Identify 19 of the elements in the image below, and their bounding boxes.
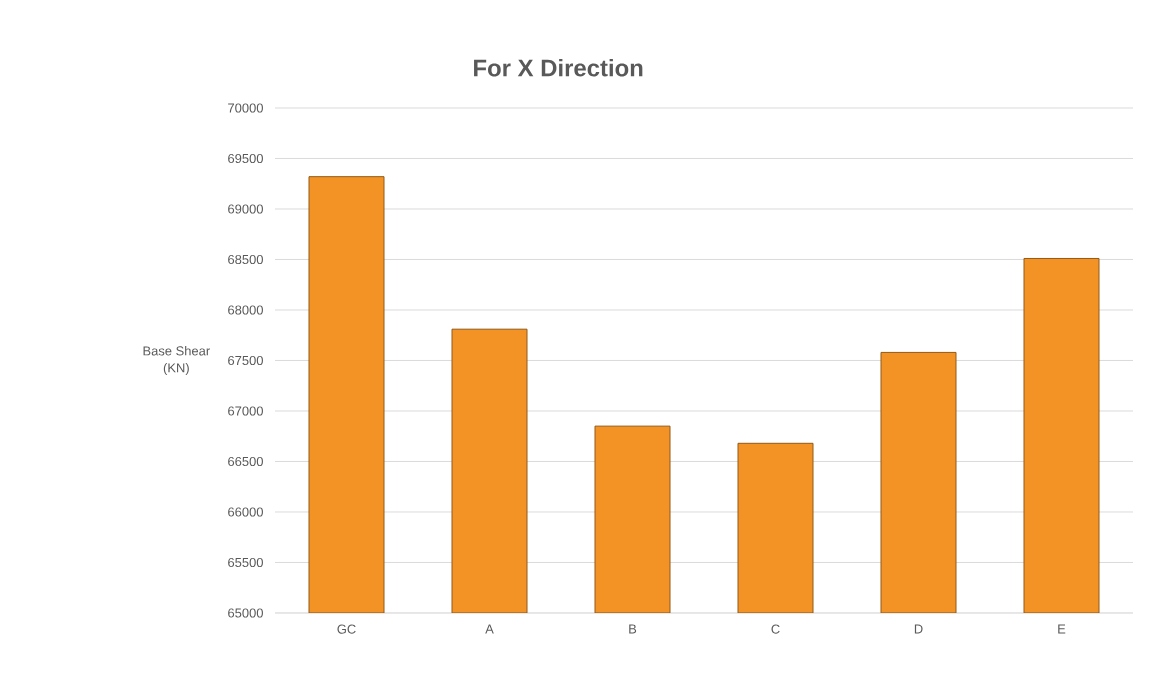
- y-tick-label: 65000: [228, 608, 263, 618]
- x-tick-label: E: [1058, 624, 1066, 634]
- y-axis-title: Base Shear (KN): [143, 345, 210, 375]
- chart-title: For X Direction: [474, 58, 643, 77]
- y-tick-label: 67000: [228, 406, 263, 416]
- y-tick-label: 67500: [228, 355, 263, 366]
- y-tick-label: 65500: [228, 557, 263, 568]
- x-tick-label: D: [914, 624, 923, 634]
- y-tick-label: 66500: [228, 456, 263, 467]
- y-tick-label: 69500: [228, 153, 263, 164]
- x-tick-label: A: [485, 624, 494, 634]
- y-tick-label: 70000: [228, 103, 263, 113]
- y-tick-label: 68000: [228, 305, 263, 315]
- x-tick-label: GC: [337, 624, 356, 634]
- y-tick-label: 66000: [228, 507, 263, 517]
- y-tick-label: 68500: [228, 254, 263, 265]
- x-tick-label: C: [771, 624, 780, 634]
- y-tick-label: 69000: [228, 204, 263, 214]
- x-tick-label: B: [629, 624, 637, 634]
